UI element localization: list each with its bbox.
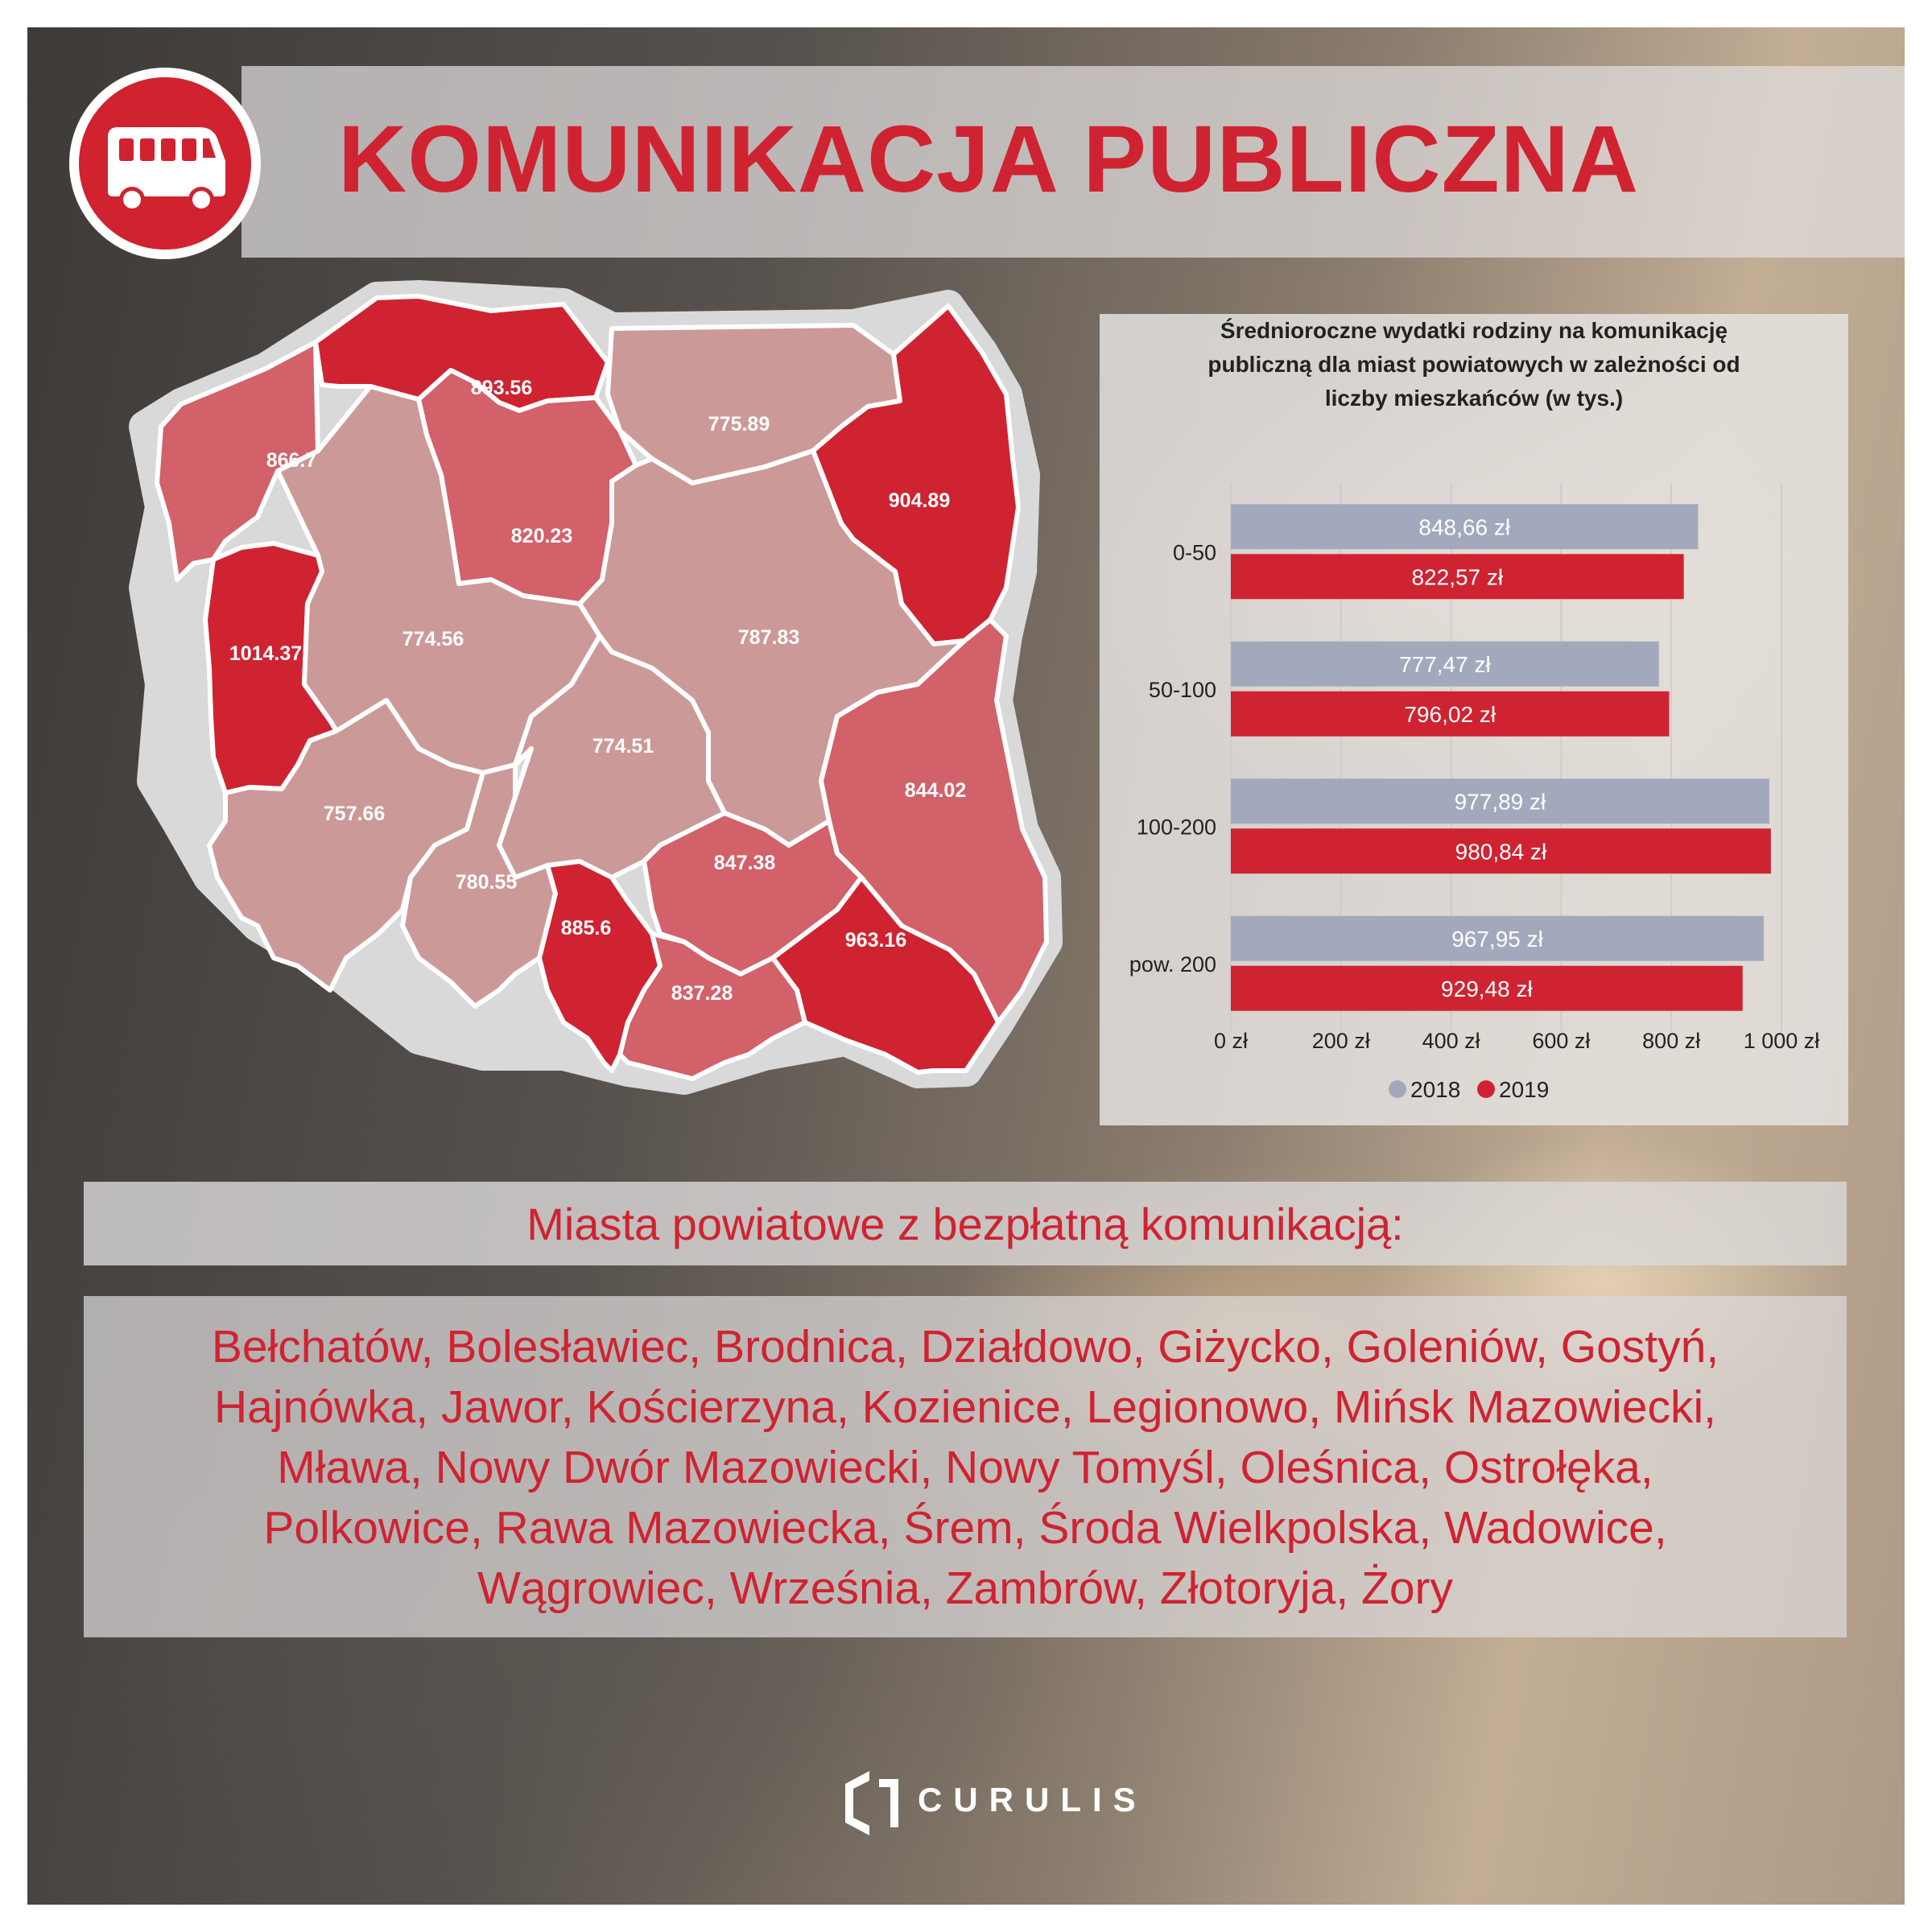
map-value-label: 757.66 (324, 803, 385, 825)
x-tick-label: 600 zł (1532, 1029, 1590, 1053)
brand-name: CURULIS (918, 1781, 1147, 1818)
legend-marker (1477, 1080, 1495, 1098)
free-transport-title: Miasta powiatowe z bezpłatną komunikacją… (526, 1198, 1404, 1249)
page-title: KOMUNIKACJA PUBLICZNA (338, 106, 1640, 213)
category-label: pow. 200 (1129, 952, 1216, 976)
x-tick-label: 0 zł (1214, 1029, 1248, 1053)
bar-2018-100-200 (1231, 778, 1769, 824)
data-label: 777,47 zł (1399, 652, 1491, 677)
map-region-malopolskie (617, 931, 807, 1081)
map-value-label: 775.89 (708, 413, 770, 436)
category-label: 0-50 (1173, 540, 1216, 564)
bar-2018-pow. 200 (1231, 915, 1765, 961)
chart-title-line-3: liczby mieszkańców (w tys.) (1325, 386, 1623, 411)
map-value-label: 787.83 (738, 626, 799, 649)
legend-label: 2019 (1499, 1077, 1549, 1102)
bar-2018-0-50 (1231, 504, 1699, 550)
map-value-label: 774.56 (402, 628, 464, 650)
data-label: 977,89 zł (1455, 789, 1546, 814)
x-tick-label: 400 zł (1422, 1029, 1480, 1053)
x-tick-label: 800 zł (1642, 1029, 1700, 1053)
chart-title-line-1: Średnioroczne wydatki rodziny na komunik… (1220, 318, 1728, 343)
city-list: Bełchatów, Bolesławiec, Brodnica, Działd… (84, 1317, 1847, 1619)
bar-2018-50-100 (1231, 641, 1659, 687)
city-line: Bełchatów, Bolesławiec, Brodnica, Działd… (211, 1321, 1719, 1373)
city-line: Mława, Nowy Dwór Mazowiecki, Nowy Tomyśl… (277, 1442, 1653, 1493)
city-line: Hajnówka, Jawor, Kościerzyna, Kozienice,… (214, 1381, 1716, 1433)
map-value-label: 904.89 (889, 489, 950, 512)
map-value-label: 844.02 (905, 779, 966, 802)
x-tick-label: 1 000 zł (1744, 1029, 1820, 1053)
data-label: 980,84 zł (1455, 839, 1547, 864)
bar-2019-pow. 200 (1231, 965, 1743, 1011)
legend-marker (1389, 1080, 1406, 1098)
bar-2019-100-200 (1231, 828, 1771, 874)
bar-2019-0-50 (1231, 554, 1684, 600)
bus-badge (69, 68, 261, 259)
map-value-label: 780.55 (456, 871, 518, 894)
map-value-label: 837.28 (671, 982, 733, 1005)
bar-2019-50-100 (1231, 691, 1670, 737)
header-band (242, 66, 1905, 258)
map-value-label: 847.38 (714, 852, 776, 874)
map-region-podkarpackie (770, 875, 1001, 1075)
bar-chart: Średnioroczne wydatki rodziny na komunik… (1129, 318, 1820, 1102)
bus-icon (108, 127, 225, 213)
curulis-logo-icon (845, 1771, 898, 1835)
category-label: 100-200 (1137, 815, 1216, 839)
map-value-label: 774.51 (592, 735, 654, 758)
map-value-label: 820.23 (511, 525, 572, 547)
map-value-label: 866.7 (266, 449, 317, 472)
data-label: 796,02 zł (1404, 702, 1496, 727)
data-label: 848,66 zł (1418, 514, 1510, 539)
poland-map: 866.7 893.56 775.89 904.89 1014.37 820.23 774.… (129, 280, 1063, 1095)
free-transport-header: Miasta powiatowe z bezpłatną komunikacją… (84, 1182, 1847, 1265)
data-label: 967,95 zł (1451, 927, 1543, 952)
city-line: Wągrowiec, Września, Zambrów, Złotoryja,… (477, 1563, 1454, 1614)
legend-label: 2018 (1410, 1077, 1460, 1102)
free-transport-list: Bełchatów, Bolesławiec, Brodnica, Działd… (84, 1296, 1847, 1637)
data-label: 929,48 zł (1441, 976, 1533, 1001)
map-value-label: 1014.37 (229, 642, 302, 665)
data-label: 822,57 zł (1411, 564, 1503, 589)
map-value-label: 893.56 (471, 377, 532, 399)
city-line: Polkowice, Rawa Mazowiecka, Śrem, Środa … (263, 1502, 1667, 1554)
map-region-opolskie (400, 762, 558, 1009)
chart-panel: Średnioroczne wydatki rodziny na komunik… (1100, 314, 1848, 1125)
map-value-label: 963.16 (845, 929, 906, 952)
x-tick-label: 200 zł (1312, 1029, 1370, 1053)
map-value-label: 885.6 (561, 917, 612, 939)
category-label: 50-100 (1149, 678, 1216, 702)
chart-title-line-2: publiczną dla miast powiatowych w zależn… (1208, 352, 1740, 377)
